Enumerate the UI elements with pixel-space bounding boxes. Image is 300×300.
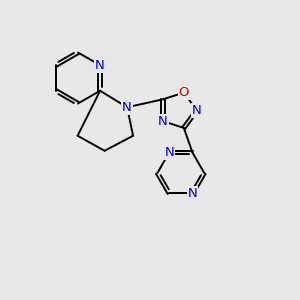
Text: N: N bbox=[192, 104, 202, 117]
Text: O: O bbox=[178, 86, 189, 99]
Text: N: N bbox=[95, 59, 105, 72]
Text: N: N bbox=[164, 146, 174, 159]
Text: N: N bbox=[158, 115, 168, 128]
Text: N: N bbox=[122, 101, 132, 114]
Text: N: N bbox=[188, 187, 197, 200]
